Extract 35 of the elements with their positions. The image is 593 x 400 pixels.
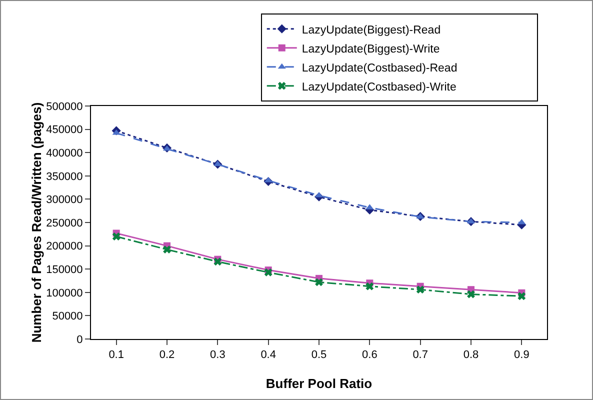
x-tick-label: 0.3 [210,349,226,362]
x-tick-label: 0.1 [108,349,124,362]
x-axis-title: Buffer Pool Ratio [266,376,372,391]
legend-label: LazyUpdate(Costbased)-Write [302,81,456,94]
y-tick-label: 350000 [46,170,83,183]
y-tick-label: 500000 [46,100,83,113]
x-tick-label: 0.6 [362,349,378,362]
point [214,258,222,266]
y-tick-label: 100000 [46,287,83,300]
legend-label: LazyUpdate(Costbased)-Read [302,62,458,74]
point [467,290,475,298]
legend-label: LazyUpdate(Biggest)-Read [302,24,441,36]
y-tick-label: 50000 [52,310,83,323]
x-tick-label: 0.9 [514,349,530,362]
point [518,292,526,300]
y-tick-label: 150000 [46,264,83,276]
y-tick-label: 300000 [46,194,83,206]
x-tick-label: 0.5 [311,349,327,362]
y-tick-label: 400000 [46,147,83,160]
legend-label: LazyUpdate(Biggest)-Write [302,43,440,56]
y-axis-title: Number of Pages Read/Written (pages) [29,102,44,343]
y-tick-label: 0 [76,334,83,346]
y-tick-label: 200000 [46,240,83,253]
point [366,282,374,290]
x-tick-label: 0.7 [412,349,428,362]
point [416,286,424,294]
y-tick-label: 250000 [46,217,83,230]
x-tick-label: 0.8 [463,349,479,362]
point [163,246,171,254]
x-tick-label: 0.4 [260,349,276,362]
y-tick-label: 450000 [46,124,83,136]
x-tick-label: 0.2 [159,349,175,362]
point [315,278,323,286]
point [112,232,120,240]
point [264,268,272,276]
